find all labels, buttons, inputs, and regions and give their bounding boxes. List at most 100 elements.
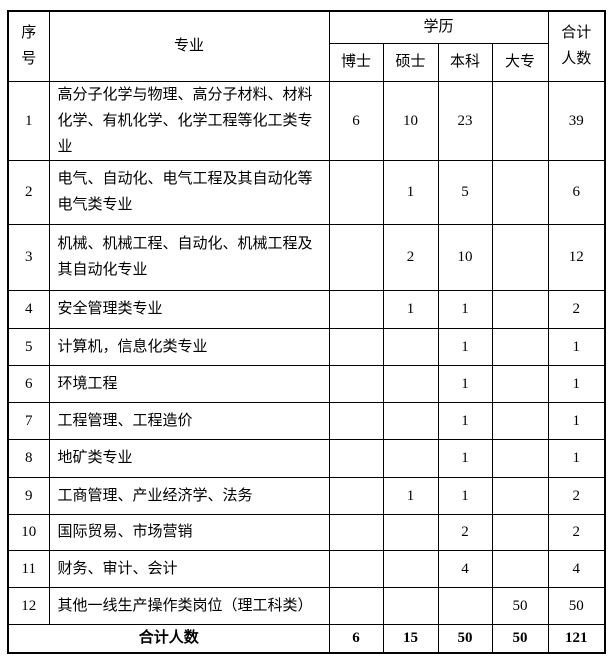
cell-no: 3 — [7, 223, 50, 291]
cell-total: 1 — [547, 401, 606, 440]
cell-bachelor: 5 — [437, 159, 493, 225]
header-edu-level: 大专 — [491, 42, 549, 82]
table-row: 9 工商管理、产业经济学、法务 1 1 2 — [7, 476, 606, 515]
cell-major: 财务、审计、会计 — [48, 549, 330, 588]
cell-major: 安全管理类专业 — [48, 289, 330, 329]
table-row: 3 机械、机械工程、自动化、机械工程及其自动化专业 2 10 12 — [7, 223, 606, 291]
cell-bachelor: 10 — [437, 223, 493, 291]
cell-total: 4 — [547, 549, 606, 588]
cell-college — [491, 438, 549, 478]
table-footer: 合计人数 6 15 50 50 121 — [7, 623, 606, 654]
cell-bachelor: 1 — [437, 364, 493, 403]
cell-phd — [328, 549, 384, 588]
cell-college — [491, 549, 549, 588]
header-index: 序 号 — [7, 10, 50, 82]
cell-college — [491, 327, 549, 366]
cell-college — [491, 364, 549, 403]
cell-total: 50 — [547, 586, 606, 625]
cell-college — [491, 401, 549, 440]
cell-phd — [328, 289, 384, 329]
cell-college — [491, 513, 549, 551]
cell-master — [382, 586, 439, 625]
totals-phd: 6 — [328, 623, 384, 654]
cell-major: 机械、机械工程、自动化、机械工程及其自动化专业 — [48, 223, 330, 291]
cell-college — [491, 476, 549, 515]
cell-major: 国际贸易、市场营销 — [48, 513, 330, 551]
table-row: 2 电气、自动化、电气工程及其自动化等电气类专业 1 5 6 — [7, 159, 606, 225]
cell-total: 1 — [547, 364, 606, 403]
cell-master — [382, 438, 439, 478]
cell-major: 电气、自动化、电气工程及其自动化等电气类专业 — [48, 159, 330, 225]
table-row: 12 其他一线生产操作类岗位（理工科类） 50 50 — [7, 586, 606, 625]
header-edu-level: 博士 — [328, 42, 384, 82]
cell-total: 2 — [547, 513, 606, 551]
cell-no: 11 — [7, 549, 50, 588]
cell-no: 12 — [7, 586, 50, 625]
cell-master — [382, 549, 439, 588]
cell-major: 工商管理、产业经济学、法务 — [48, 476, 330, 515]
cell-major: 工程管理、工程造价 — [48, 401, 330, 440]
cell-phd — [328, 476, 384, 515]
recruitment-education-table: 序 号 专业 学历 合计 人数 博士 硕士 本科 大专 1 高分子化学与物理、高分子材料… — [7, 10, 607, 654]
totals-row: 合计人数 6 15 50 50 121 — [7, 623, 606, 654]
table-row: 7 工程管理、工程造价 1 1 — [7, 401, 606, 440]
cell-total: 2 — [547, 476, 606, 515]
cell-master: 10 — [382, 80, 439, 161]
cell-phd — [328, 438, 384, 478]
cell-phd — [328, 159, 384, 225]
totals-label: 合计人数 — [7, 623, 330, 654]
cell-master: 1 — [382, 289, 439, 329]
cell-phd — [328, 327, 384, 366]
cell-bachelor: 4 — [437, 549, 493, 588]
header-row-education-levels: 博士 硕士 本科 大专 — [8, 42, 605, 82]
cell-bachelor: 1 — [437, 401, 493, 440]
table-header: 序 号 专业 学历 合计 人数 博士 硕士 本科 大专 — [7, 10, 606, 82]
cell-college — [491, 223, 549, 291]
cell-bachelor: 23 — [437, 80, 493, 161]
cell-no: 7 — [7, 401, 50, 440]
totals-bachelor: 50 — [437, 623, 493, 654]
table-row: 4 安全管理类专业 1 1 2 — [7, 289, 606, 329]
totals-total: 121 — [547, 623, 606, 654]
cell-no: 10 — [7, 513, 50, 551]
header-edu-level: 本科 — [437, 42, 493, 82]
cell-college: 50 — [491, 586, 549, 625]
cell-master — [382, 513, 439, 551]
cell-major: 环境工程 — [48, 364, 330, 403]
cell-master — [382, 327, 439, 366]
cell-master — [382, 401, 439, 440]
cell-major: 其他一线生产操作类岗位（理工科类） — [48, 586, 330, 625]
totals-master: 15 — [382, 623, 439, 654]
cell-bachelor: 1 — [437, 327, 493, 366]
cell-no: 4 — [7, 289, 50, 329]
cell-college — [491, 80, 549, 161]
cell-bachelor: 2 — [437, 513, 493, 551]
cell-total: 1 — [547, 327, 606, 366]
cell-phd — [328, 513, 384, 551]
cell-phd — [328, 401, 384, 440]
cell-college — [491, 159, 549, 225]
cell-no: 6 — [7, 364, 50, 403]
cell-phd — [328, 586, 384, 625]
header-education: 学历 — [328, 10, 549, 44]
table-row: 1 高分子化学与物理、高分子材料、材料化学、有机化学、化学工程等化工类专业 6 10 2… — [7, 80, 606, 161]
cell-no: 8 — [7, 438, 50, 478]
cell-bachelor — [437, 586, 493, 625]
cell-no: 5 — [7, 327, 50, 366]
table-body: 1 高分子化学与物理、高分子材料、材料化学、有机化学、化学工程等化工类专业 6 10 2… — [7, 80, 606, 625]
cell-total: 39 — [547, 80, 606, 161]
header-row-top: 序 号 专业 学历 合计 人数 — [7, 10, 606, 82]
table-row: 10 国际贸易、市场营销 2 2 — [7, 513, 606, 551]
cell-bachelor: 1 — [437, 476, 493, 515]
cell-master — [382, 364, 439, 403]
cell-master: 1 — [382, 159, 439, 225]
cell-no: 2 — [7, 159, 50, 225]
table-row: 8 地矿类专业 1 1 — [7, 438, 606, 478]
cell-master: 2 — [382, 223, 439, 291]
cell-bachelor: 1 — [437, 289, 493, 329]
cell-total: 6 — [547, 159, 606, 225]
table-row: 6 环境工程 1 1 — [7, 364, 606, 403]
header-major: 专业 — [48, 10, 330, 82]
header-edu-level: 硕士 — [382, 42, 439, 82]
